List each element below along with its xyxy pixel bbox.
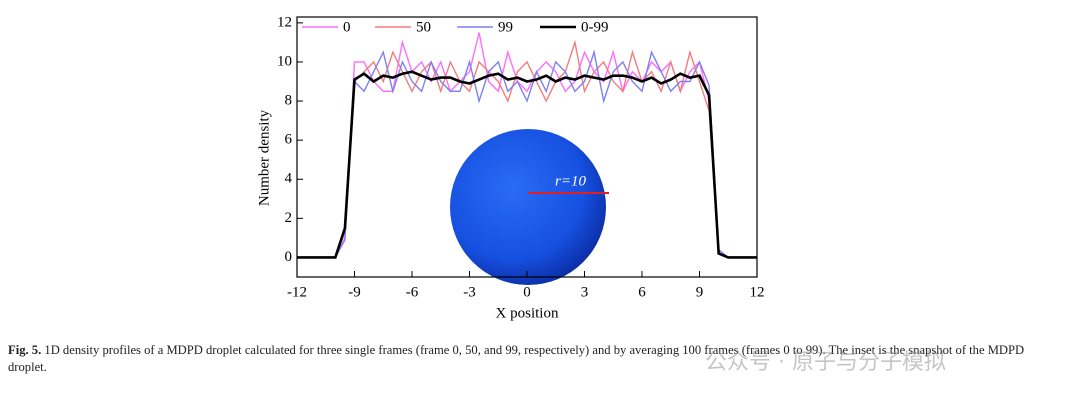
y-tick-label: 2 — [285, 210, 293, 226]
series-line — [297, 49, 757, 259]
legend-label: 50 — [416, 19, 431, 35]
droplet-snapshot — [450, 129, 606, 285]
y-tick-label: 8 — [285, 92, 293, 108]
x-tick-label: -3 — [463, 284, 476, 300]
series-line — [297, 70, 757, 259]
y-tick-label: 12 — [277, 14, 292, 30]
y-axis-label: Number density — [256, 109, 272, 206]
x-tick-label: -6 — [406, 284, 419, 300]
x-tick-label: 3 — [581, 284, 589, 300]
x-axis-label: X position — [496, 305, 559, 321]
y-tick-label: 10 — [277, 53, 292, 69]
chart: r=10 X position Number density -12 -9 -6 -3… — [256, 14, 765, 321]
watermark: 公众号 · 原子与分子模拟 — [705, 350, 946, 375]
caption-text: 1D density profiles of a MDPD droplet ca… — [8, 343, 1025, 374]
y-tick-label: 4 — [285, 171, 293, 187]
caption: Fig. 5. 1D density profiles of a MDPD dr… — [8, 342, 1033, 376]
y-tick-label: 6 — [285, 132, 293, 148]
x-tick-label: 0 — [523, 284, 531, 300]
x-tick-label: 9 — [696, 284, 704, 300]
y-tick-label: 0 — [285, 249, 293, 265]
legend-label: 0-99 — [581, 19, 609, 35]
legend-label: 0 — [343, 19, 351, 35]
caption-label: Fig. 5. — [8, 343, 42, 357]
x-tick-label: 12 — [750, 284, 765, 300]
radius-label: r=10 — [555, 173, 586, 189]
x-tick-label: 6 — [638, 284, 646, 300]
series-line — [297, 39, 757, 259]
legend-label: 99 — [498, 19, 513, 35]
x-tick-label: -12 — [287, 284, 307, 300]
x-tick-label: -9 — [348, 284, 361, 300]
